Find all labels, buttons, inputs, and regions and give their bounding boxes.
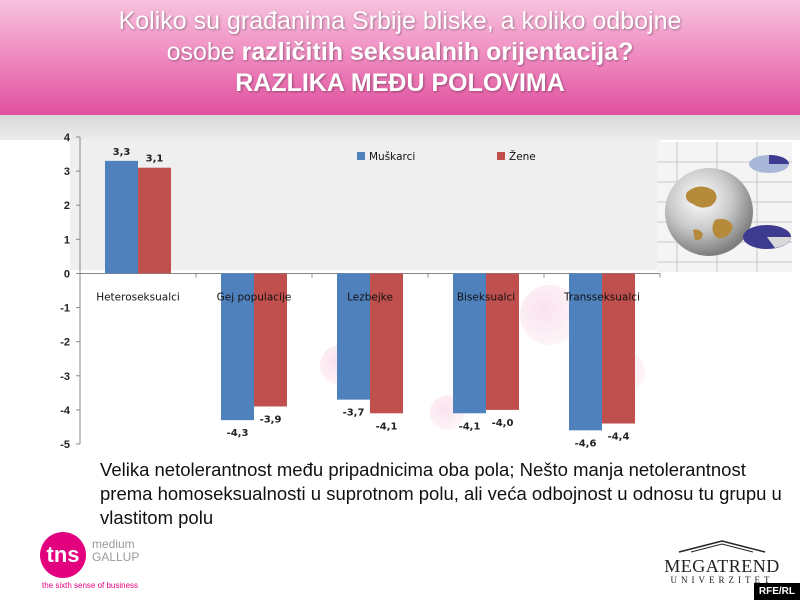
category-label: Biseksualci — [457, 291, 515, 303]
bar-zene — [602, 273, 635, 424]
bars — [105, 160, 635, 431]
y-tick-label: -3 — [60, 371, 70, 383]
tns-logo-line-1: medium — [92, 537, 135, 551]
bar-value-label: 3,3 — [113, 147, 131, 158]
megatrend-subtitle: UNIVERZITET — [670, 575, 774, 585]
y-tick-label: -2 — [60, 337, 70, 349]
legend-swatch — [357, 152, 365, 160]
bar-muskarci — [569, 273, 602, 431]
legend-label: Žene — [509, 150, 536, 163]
bar-value-label: -4,6 — [575, 438, 597, 449]
bar-muskarci — [337, 273, 370, 400]
page-title: Koliko su građanima Srbije bliske, a kol… — [0, 6, 800, 99]
bar-value-label: -4,1 — [459, 421, 481, 432]
y-tick-label: -5 — [60, 439, 70, 451]
bar-muskarci — [221, 273, 254, 421]
category-label: Lezbejke — [347, 291, 393, 303]
bar-zene — [370, 273, 403, 414]
bar-muskarci — [105, 160, 138, 274]
y-tick-label: 3 — [64, 166, 70, 178]
tns-logo-line-2: GALLUP — [92, 550, 140, 564]
bar-value-label: -3,7 — [343, 408, 365, 419]
title-line-3: RAZLIKA MEĐU POLOVIMA — [0, 68, 800, 99]
bar-value-label: -4,0 — [492, 418, 514, 429]
legend: Muškarci Žene — [357, 150, 536, 163]
y-axis: 4 3 2 1 0 -1 -2 -3 -4 -5 — [60, 132, 81, 451]
bar-muskarci — [453, 273, 486, 414]
category-label: Gej populacije — [217, 291, 292, 303]
title-line-1: Koliko su građanima Srbije bliske, a kol… — [118, 7, 682, 35]
data-labels: 3,3 3,1 -4,3 -3,9 -3,7 -4,1 -4,1 -4,0 -4,6 -4,4 — [113, 147, 630, 449]
y-tick-label: 2 — [64, 200, 70, 212]
bar-value-label: 3,1 — [146, 154, 164, 165]
legend-swatch — [497, 152, 505, 160]
bar-value-label: -3,9 — [260, 414, 282, 425]
megatrend-roof-icon — [678, 540, 766, 553]
bar-zene — [138, 167, 171, 274]
rfe-watermark: RFE/RL — [753, 583, 800, 600]
bar-value-label: -4,1 — [376, 421, 398, 432]
y-tick-label: 1 — [64, 234, 70, 246]
bar-value-label: -4,3 — [227, 428, 249, 439]
title-line-2: osobe različitih seksualnih orijentacija… — [0, 37, 800, 68]
title-line-2-plain: osobe — [166, 38, 242, 66]
y-tick-label: -1 — [60, 303, 70, 315]
y-tick-label: -4 — [60, 405, 71, 417]
megatrend-name: MEGATREND — [664, 556, 780, 576]
title-line-2-bold: različitih seksualnih orijentacija? — [241, 38, 634, 66]
category-label: Transseksualci — [563, 291, 640, 303]
bar-value-label: -4,4 — [608, 432, 630, 443]
megatrend-logo: MEGATREND UNIVERZITET — [658, 538, 786, 586]
tns-logo-mark: tns — [40, 532, 86, 578]
bar-zene — [486, 273, 519, 410]
category-label: Heteroseksualci — [96, 291, 180, 303]
tns-tagline: the sixth sense of business — [42, 581, 139, 590]
header-banner: Koliko su građanima Srbije bliske, a kol… — [0, 0, 800, 115]
category-labels: Heteroseksualci Gej populacije Lezbejke Bis… — [96, 291, 640, 303]
y-tick-label: 0 — [64, 268, 70, 280]
title-line-3-bold: RAZLIKA MEĐU POLOVIMA — [235, 69, 565, 97]
bar-zene — [254, 273, 287, 407]
globe-with-pie-charts-icon — [657, 142, 792, 272]
legend-label: Muškarci — [369, 151, 415, 163]
y-tick-label: 4 — [64, 132, 71, 144]
chart-caption: Velika netolerantnost među pripadnicima … — [100, 459, 782, 528]
tns-logo: tns medium GALLUP the sixth sense of bus… — [40, 532, 240, 592]
tns-logo-name: medium GALLUP — [92, 538, 139, 564]
bar-chart: 4 3 2 1 0 -1 -2 -3 -4 -5 3,3 3,1 -4,3 -3,9 -3,7 -4,1 -4… — [60, 132, 661, 451]
gray-band — [0, 115, 800, 140]
